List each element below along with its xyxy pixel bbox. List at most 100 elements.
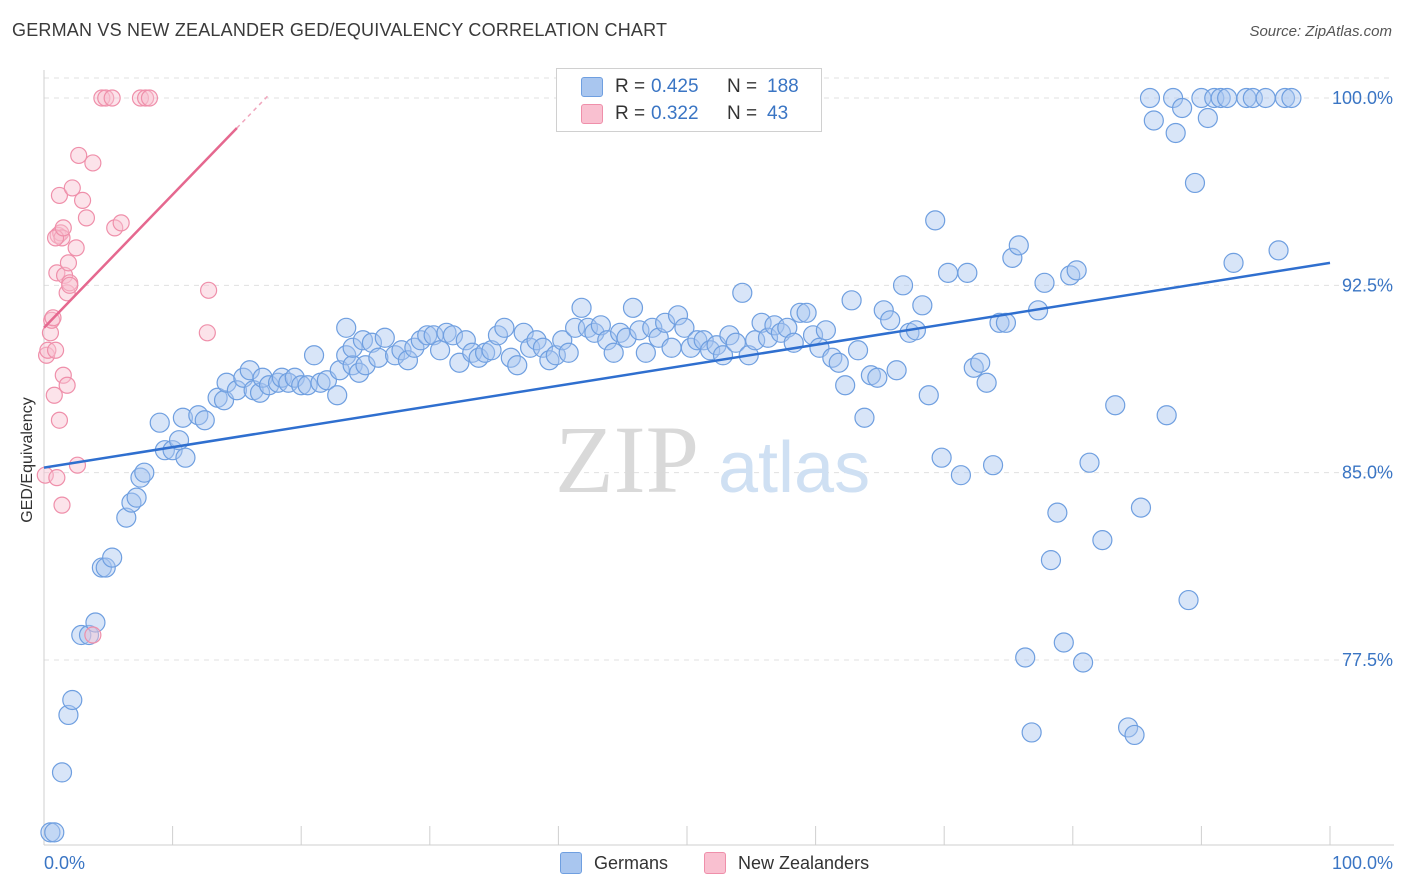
point-germans — [616, 327, 637, 348]
point-new-zealanders — [112, 214, 130, 232]
point-new-zealanders — [103, 89, 121, 107]
point-new-zealanders — [140, 89, 159, 107]
axes — [43, 70, 1394, 846]
point-germans — [937, 262, 959, 283]
legend-n-value: 43 — [767, 103, 789, 124]
point-germans — [507, 355, 528, 376]
point-germans — [336, 317, 357, 338]
point-germans — [854, 407, 875, 428]
point-germans — [494, 317, 515, 338]
point-germans — [1172, 97, 1193, 119]
bottom-legend-germans[interactable]: Germans — [560, 852, 668, 874]
point-germans — [545, 345, 566, 366]
point-germans — [571, 297, 592, 318]
point-germans — [126, 487, 147, 508]
point-new-zealanders — [48, 469, 66, 487]
legend-row-new-zealanders: R = 0.322 N = 43 — [581, 102, 788, 126]
point-germans — [847, 340, 869, 361]
point-germans — [455, 330, 476, 351]
point-germans — [481, 340, 502, 361]
point-germans — [867, 367, 888, 388]
point-new-zealanders — [63, 179, 81, 197]
legend-r-value: 0.425 — [651, 76, 699, 97]
point-germans — [989, 312, 1010, 333]
point-germans — [1105, 395, 1126, 416]
point-germans — [1002, 247, 1023, 268]
point-germans — [361, 332, 383, 353]
point-new-zealanders — [61, 276, 79, 294]
point-new-zealanders — [198, 324, 216, 342]
legend-swatch-new-zealanders — [581, 104, 603, 124]
point-germans — [303, 345, 325, 366]
watermark-atlas: atlas — [718, 428, 870, 508]
point-germans — [1143, 110, 1164, 131]
point-germans — [745, 330, 766, 351]
point-germans — [1047, 502, 1068, 523]
point-germans — [44, 822, 65, 843]
point-germans — [1197, 107, 1218, 129]
point-germans — [1130, 497, 1152, 518]
point-germans — [1156, 405, 1177, 426]
point-germans — [342, 337, 363, 358]
point-germans — [552, 330, 573, 351]
point-germans — [1255, 87, 1276, 109]
point-germans — [374, 327, 395, 348]
point-germans — [790, 302, 811, 323]
legend-row-germans: R = 0.425 N = 188 — [581, 75, 799, 99]
point-germans — [1053, 632, 1074, 653]
point-germans — [226, 380, 247, 401]
point-germans — [873, 300, 894, 321]
point-germans — [355, 355, 376, 376]
point-germans — [603, 342, 624, 363]
point-new-zealanders — [131, 89, 150, 107]
y-tick-label: 100.0% — [1332, 88, 1393, 108]
point-new-zealanders — [68, 456, 87, 474]
point-germans — [880, 310, 901, 331]
point-germans — [1178, 589, 1199, 611]
point-new-zealanders — [73, 191, 92, 210]
point-germans — [291, 375, 312, 396]
legend-r-value: 0.322 — [651, 103, 699, 124]
legend-r-label: R = — [615, 76, 646, 97]
point-new-zealanders — [77, 209, 96, 227]
point-new-zealanders — [50, 411, 69, 429]
point-germans — [1021, 722, 1042, 743]
point-germans — [732, 282, 753, 303]
point-new-zealanders — [67, 239, 85, 257]
point-germans — [78, 624, 100, 646]
point-germans — [1066, 260, 1087, 281]
point-new-zealanders — [70, 146, 88, 165]
point-germans — [918, 385, 939, 406]
bottom-legend-new-zealanders[interactable]: New Zealanders — [704, 852, 869, 874]
bottom-legend-swatch-germans — [560, 852, 582, 874]
point-new-zealanders — [97, 89, 115, 107]
trend-line-extension — [236, 94, 270, 129]
point-germans — [327, 385, 348, 406]
point-germans — [1210, 87, 1231, 109]
point-germans — [815, 320, 836, 341]
legend-r-label: R = — [615, 103, 646, 124]
trend-lines — [43, 94, 1331, 469]
point-germans — [982, 455, 1004, 476]
point-germans — [835, 375, 856, 396]
point-germans — [116, 507, 137, 528]
point-germans — [931, 447, 952, 468]
point-germans — [1040, 549, 1062, 571]
point-germans — [149, 412, 170, 433]
point-germans — [1124, 724, 1145, 746]
point-germans — [1092, 530, 1113, 551]
trend-line-germans — [43, 261, 1331, 469]
point-new-zealanders — [58, 376, 76, 394]
point-germans — [558, 342, 579, 363]
point-germans — [693, 330, 714, 351]
y-tick-label: 92.5% — [1342, 275, 1393, 295]
point-germans — [841, 290, 862, 311]
point-new-zealanders — [59, 254, 78, 272]
watermark-zip: ZIP — [555, 406, 699, 513]
point-germans — [417, 325, 438, 346]
point-germans — [590, 315, 611, 336]
point-germans — [655, 312, 676, 333]
point-germans — [828, 352, 849, 373]
point-germans — [102, 547, 123, 568]
point-germans — [513, 322, 534, 343]
